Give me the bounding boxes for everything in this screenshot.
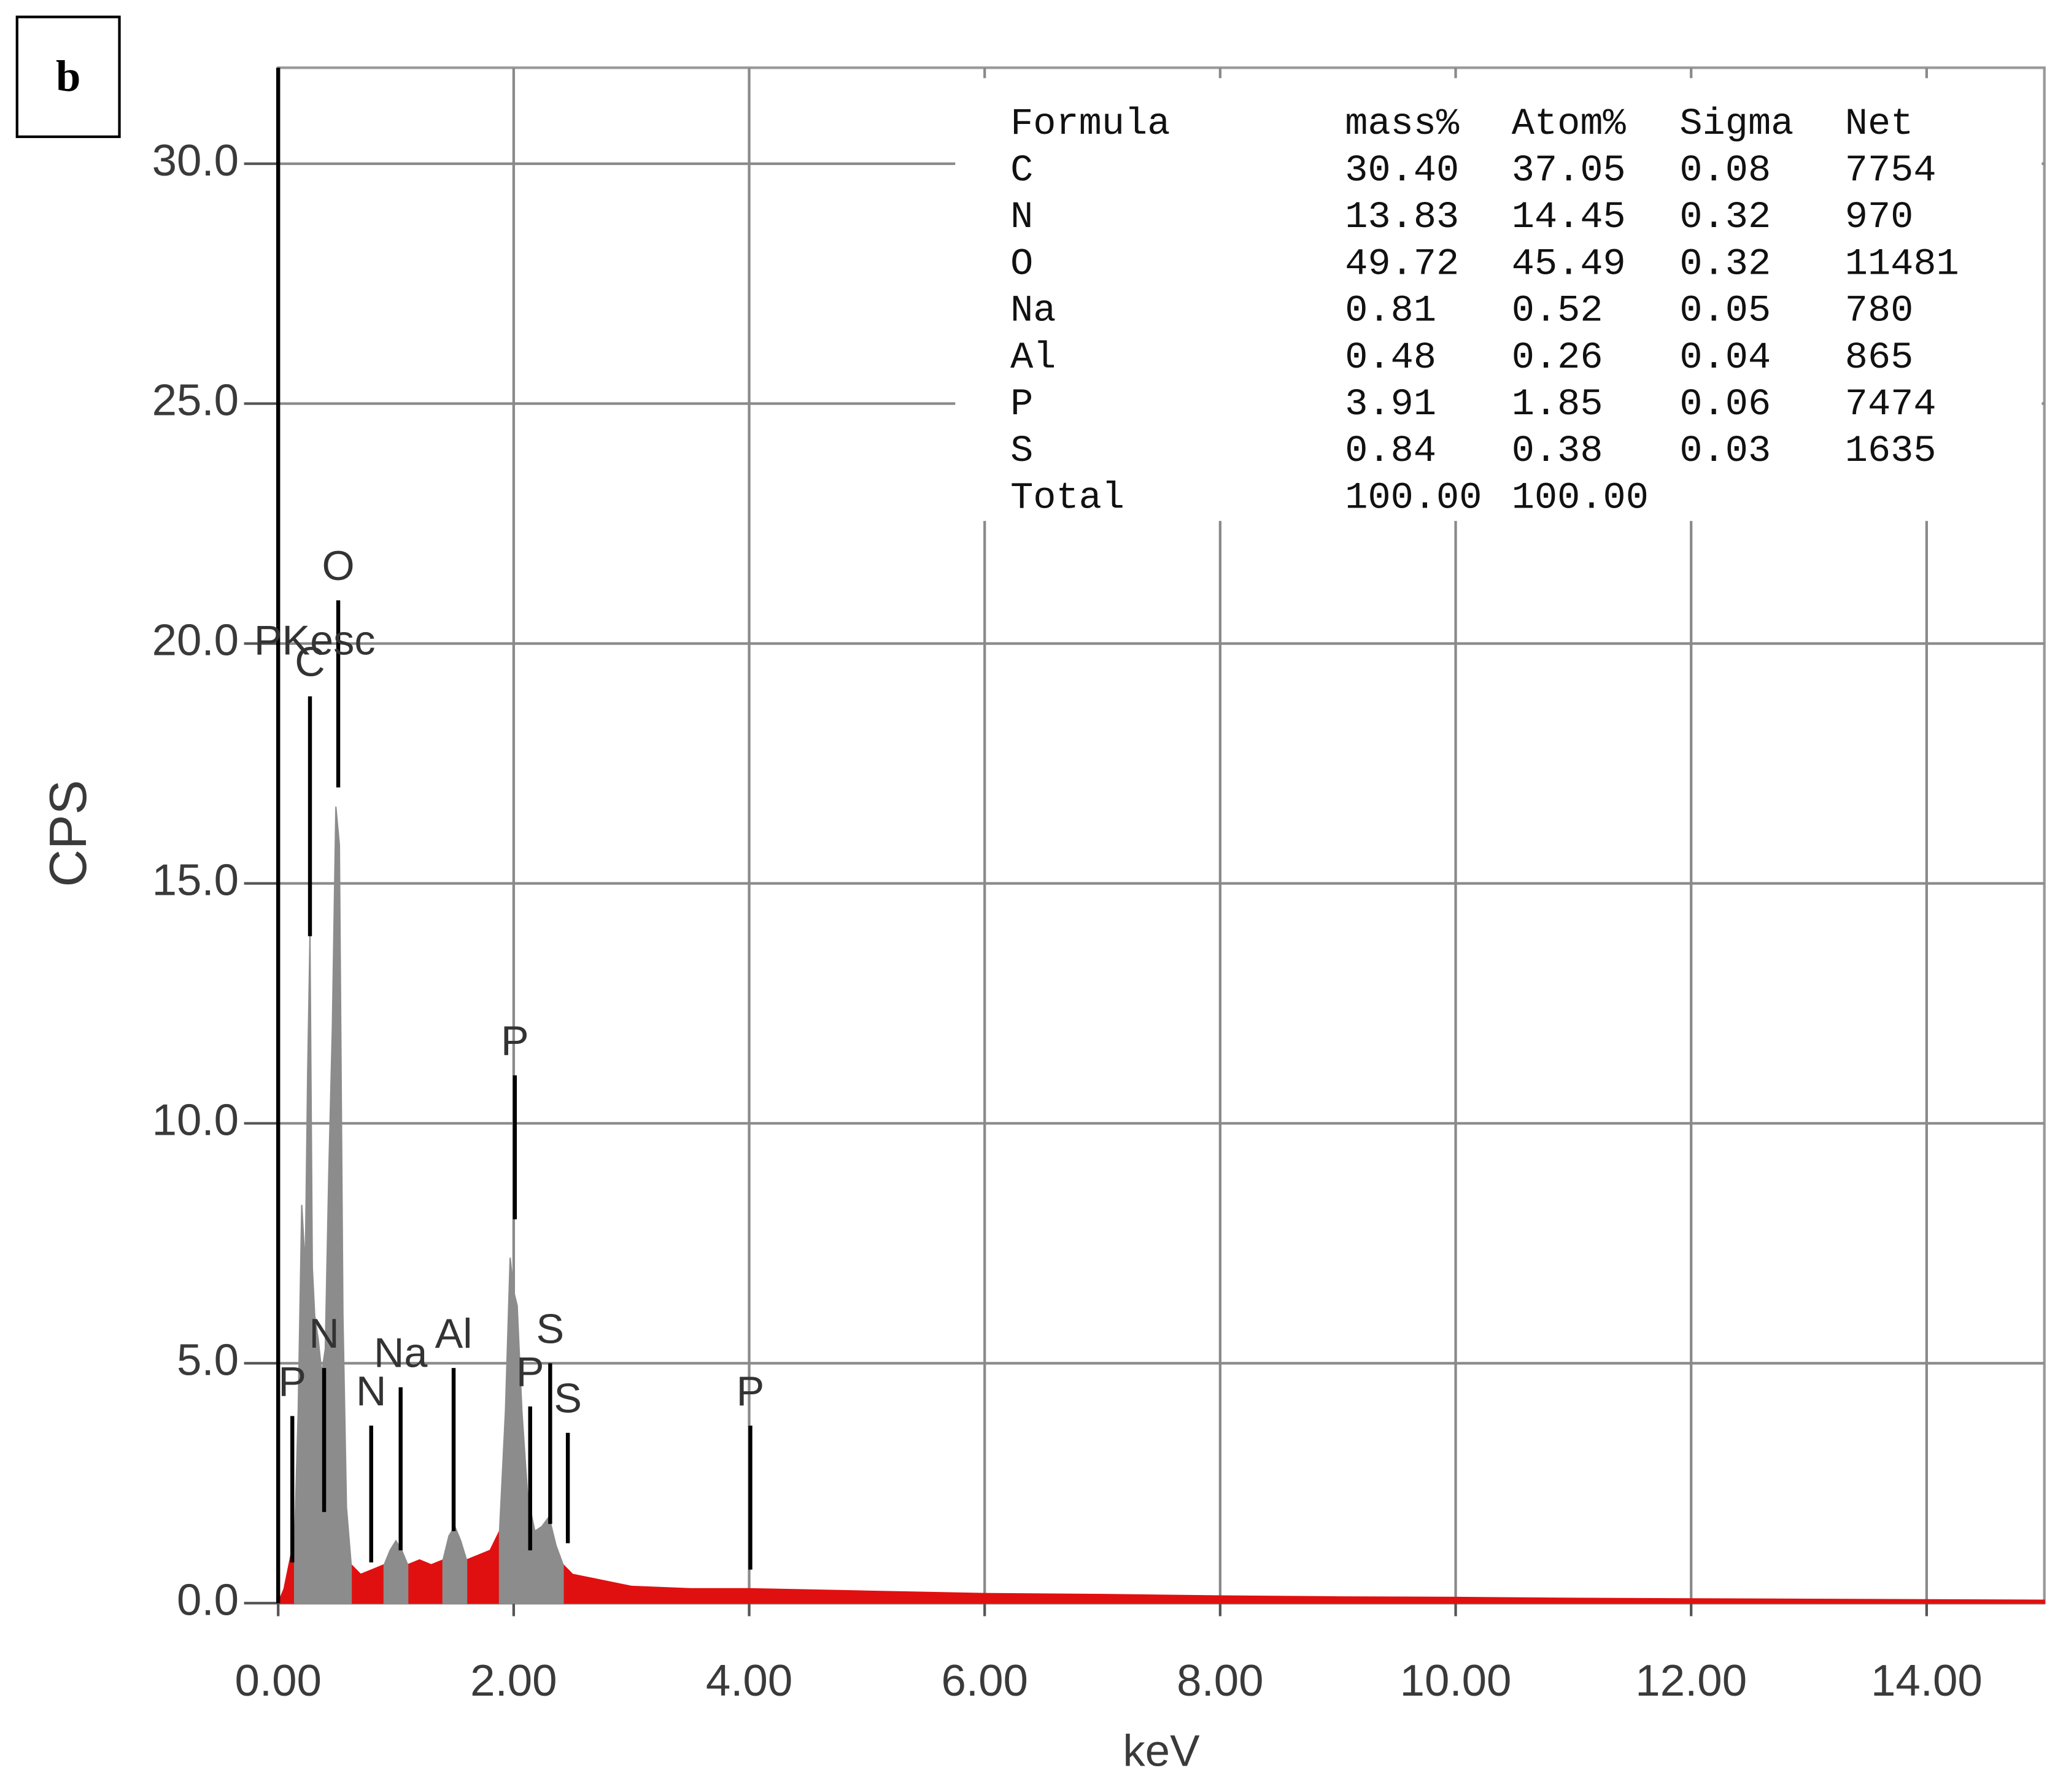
- table-cell: 45.49: [1512, 243, 1626, 286]
- table-cell: 49.72: [1345, 243, 1459, 286]
- table-cell: 1635: [1845, 430, 1937, 473]
- table-cell: 865: [1845, 336, 1914, 379]
- panel-label: b: [56, 51, 80, 101]
- table-cell: S: [1010, 430, 1033, 473]
- table-cell: 0.52: [1512, 290, 1603, 333]
- x-axis-label: keV: [1123, 1726, 1199, 1776]
- table-cell: 1.85: [1512, 383, 1603, 426]
- table-cell: N: [1010, 196, 1033, 239]
- peak-label: O: [322, 543, 354, 589]
- y-tick-label: 30.0: [152, 136, 239, 185]
- table-cell: P: [1010, 383, 1033, 426]
- table-cell: 0.05: [1679, 290, 1771, 333]
- table-cell: 970: [1845, 196, 1914, 239]
- peak-label: P: [516, 1349, 544, 1396]
- table-cell: Total: [1010, 477, 1124, 520]
- table-cell: 0.26: [1512, 336, 1603, 379]
- y-tick-label: 20.0: [152, 616, 239, 665]
- table-cell: 13.83: [1345, 196, 1459, 239]
- peak-label: S: [554, 1375, 582, 1422]
- y-tick-label: 15.0: [152, 855, 239, 905]
- table-header: Atom%: [1512, 102, 1627, 145]
- peak-label: P: [501, 1018, 529, 1064]
- table-header: Formula: [1010, 102, 1170, 145]
- table-cell: 100.00: [1512, 477, 1649, 520]
- table-cell: 14.45: [1512, 196, 1626, 239]
- table-cell: 11481: [1845, 243, 1959, 286]
- table-cell: 0.48: [1345, 336, 1436, 379]
- x-tick-label: 4.00: [706, 1656, 792, 1705]
- x-tick-label: 10.00: [1400, 1656, 1512, 1705]
- table-cell: Al: [1010, 336, 1056, 379]
- peak-label: Al: [435, 1310, 473, 1357]
- table-cell: 100.00: [1345, 477, 1482, 520]
- table-background: [955, 78, 2042, 521]
- panel-label-box: [15, 15, 121, 138]
- x-tick-label: 6.00: [941, 1656, 1027, 1705]
- x-tick-label: 8.00: [1177, 1656, 1263, 1705]
- table-cell: 7754: [1845, 149, 1937, 192]
- table-cell: 0.08: [1679, 149, 1771, 192]
- table-cell: 3.91: [1345, 383, 1436, 426]
- x-tick-label: 2.00: [470, 1656, 557, 1705]
- peak-label: P: [737, 1368, 765, 1415]
- peak-label: N: [356, 1368, 386, 1415]
- table-cell: 0.32: [1679, 196, 1771, 239]
- y-tick-label: 25.0: [152, 376, 239, 425]
- table-cell: 0.06: [1679, 383, 1771, 426]
- table-cell: 0.04: [1679, 336, 1771, 379]
- table-cell: 7474: [1845, 383, 1937, 426]
- peak-label: N: [309, 1310, 339, 1357]
- table-cell: 0.84: [1345, 430, 1436, 473]
- table-cell: 37.05: [1512, 149, 1626, 192]
- table-cell: C: [1010, 149, 1033, 192]
- peak-label: S: [536, 1306, 565, 1353]
- x-tick-label: 0.00: [234, 1656, 321, 1705]
- annotation: PKesc: [254, 617, 376, 664]
- table-header: Net: [1845, 102, 1914, 145]
- peak-label: Na: [374, 1330, 428, 1377]
- table-cell: 0.81: [1345, 290, 1436, 333]
- y-tick-label: 5.0: [177, 1335, 239, 1385]
- table-header: mass%: [1345, 102, 1460, 145]
- table-cell: O: [1010, 243, 1033, 286]
- spectrum-area: [294, 806, 564, 1604]
- x-tick-label: 14.00: [1871, 1656, 1983, 1705]
- peak-label: P: [278, 1359, 306, 1405]
- table-cell: 0.38: [1512, 430, 1603, 473]
- y-tick-label: 10.0: [152, 1095, 239, 1145]
- y-tick-label: 0.0: [177, 1575, 239, 1625]
- table-cell: 30.40: [1345, 149, 1459, 192]
- peak-label: C: [295, 639, 325, 686]
- table-cell: 780: [1845, 290, 1914, 333]
- x-tick-label: 12.00: [1635, 1656, 1747, 1705]
- table-cell: Na: [1010, 290, 1056, 333]
- y-axis-label: CPS: [39, 780, 98, 887]
- table-cell: 0.32: [1679, 243, 1771, 286]
- table-header: Sigma: [1679, 102, 1794, 145]
- table-cell: 0.03: [1679, 430, 1771, 473]
